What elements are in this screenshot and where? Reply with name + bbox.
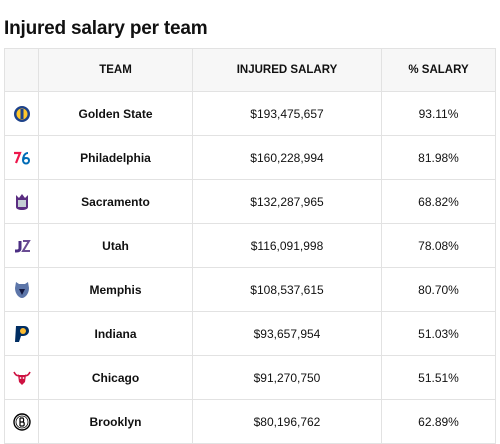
table-row: Brooklyn $80,196,762 62.89% (4, 399, 496, 444)
table-row: Golden State $193,475,657 93.11% (4, 91, 496, 136)
bulls-logo-icon (12, 371, 31, 385)
header-logo (4, 48, 39, 92)
header-team[interactable]: TEAM (38, 48, 193, 92)
table-row: Philadelphia $160,228,994 81.98% (4, 135, 496, 180)
pct-salary: 51.03% (381, 311, 496, 356)
pct-salary: 68.82% (381, 179, 496, 224)
logo-cell (4, 223, 39, 268)
warriors-logo-icon (13, 105, 30, 122)
team-name: Memphis (38, 267, 193, 312)
logo-cell (4, 311, 39, 356)
team-name: Chicago (38, 355, 193, 400)
pacers-logo-icon (14, 325, 29, 342)
table-row: Memphis $108,537,615 80.70% (4, 267, 496, 312)
logo-cell (4, 179, 39, 224)
injured-salary: $93,657,954 (192, 311, 382, 356)
team-name: Sacramento (38, 179, 193, 224)
team-name: Brooklyn (38, 399, 193, 444)
logo-cell (4, 399, 39, 444)
team-name: Philadelphia (38, 135, 193, 180)
injured-salary: $116,091,998 (192, 223, 382, 268)
sixers-logo-icon (13, 151, 30, 165)
injured-salary: $193,475,657 (192, 91, 382, 136)
team-name: Indiana (38, 311, 193, 356)
logo-cell (4, 267, 39, 312)
table-row: Utah $116,091,998 78.08% (4, 223, 496, 268)
table-row: Sacramento $132,287,965 68.82% (4, 179, 496, 224)
injured-salary: $132,287,965 (192, 179, 382, 224)
table-row: Indiana $93,657,954 51.03% (4, 311, 496, 356)
team-name: Golden State (38, 91, 193, 136)
header-injured-salary[interactable]: INJURED SALARY (192, 48, 382, 92)
grizzlies-logo-icon (14, 281, 29, 298)
header-pct-salary[interactable]: % SALARY (381, 48, 496, 92)
page-title: Injured salary per team (4, 18, 208, 39)
logo-cell (4, 355, 39, 400)
pct-salary: 78.08% (381, 223, 496, 268)
injured-salary: $160,228,994 (192, 135, 382, 180)
table-header-row: TEAM INJURED SALARY % SALARY (4, 48, 496, 92)
pct-salary: 80.70% (381, 267, 496, 312)
team-name: Utah (38, 223, 193, 268)
table-row: Chicago $91,270,750 51.51% (4, 355, 496, 400)
injured-salary: $91,270,750 (192, 355, 382, 400)
pct-salary: 51.51% (381, 355, 496, 400)
logo-cell (4, 91, 39, 136)
nets-logo-icon (12, 412, 31, 431)
pct-salary: 62.89% (381, 399, 496, 444)
kings-logo-icon (15, 193, 28, 210)
logo-cell (4, 135, 39, 180)
injured-salary-table: TEAM INJURED SALARY % SALARY Golden Stat… (4, 48, 496, 444)
injured-salary: $80,196,762 (192, 399, 382, 444)
jazz-logo-icon (14, 239, 31, 253)
pct-salary: 81.98% (381, 135, 496, 180)
injured-salary: $108,537,615 (192, 267, 382, 312)
pct-salary: 93.11% (381, 91, 496, 136)
